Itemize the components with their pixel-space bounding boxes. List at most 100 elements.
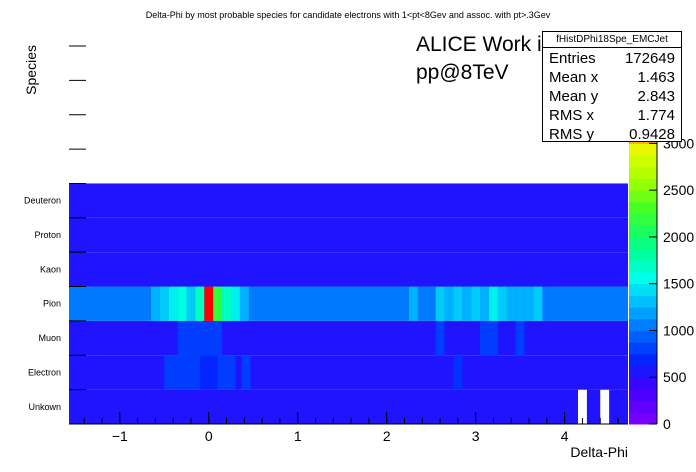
stats-value: 2.843 <box>637 88 675 105</box>
stats-value: 0.9428 <box>629 126 675 143</box>
heatmap-bin <box>190 355 200 390</box>
heatmap-bin <box>506 286 516 321</box>
heatmap-bin <box>177 320 187 356</box>
heatmap-bin <box>150 286 160 321</box>
heatmap-bin <box>239 286 249 321</box>
heatmap-bin <box>489 286 498 321</box>
heatmap-bin <box>204 320 214 356</box>
x-tick-label: 3 <box>472 428 480 444</box>
palette-segment <box>629 236 657 250</box>
palette-segment <box>629 283 657 296</box>
palette-segment <box>629 388 657 402</box>
stats-label: Mean x <box>549 69 599 86</box>
heatmap-bin <box>182 355 191 390</box>
heatmap-bin <box>177 286 187 321</box>
heatmap-row-deuteron <box>69 183 628 218</box>
stats-label: RMS x <box>549 107 594 124</box>
x-tick-label: 2 <box>383 428 391 444</box>
z-tick-label: 2000 <box>663 229 694 245</box>
heatmap-bin <box>186 286 196 321</box>
palette-segment <box>629 248 657 261</box>
heatmap-bin <box>480 320 490 356</box>
stats-box: fHistDPhi18Spe_EMCJet Entries 172649 Mea… <box>542 31 682 145</box>
heatmap-bin <box>164 355 174 390</box>
stats-row-rms-y: RMS y 0.9428 <box>549 126 675 145</box>
y-tick-label: Proton <box>34 230 61 240</box>
palette-segment <box>629 178 657 191</box>
heatmap-bin <box>435 320 445 356</box>
palette-segment <box>629 201 657 215</box>
z-tick-label: 500 <box>663 369 687 385</box>
z-tick-label: 1000 <box>663 322 694 338</box>
heatmap-bin <box>489 320 498 356</box>
palette-segment <box>629 166 657 179</box>
palette-segment <box>629 307 657 320</box>
heatmap-bin <box>577 389 587 424</box>
palette-segment <box>629 155 657 168</box>
heatmap-bin <box>208 355 218 390</box>
heatmap-bin <box>497 286 507 321</box>
stats-row-mean-y: Mean y 2.843 <box>549 88 675 107</box>
heatmap-bin <box>195 320 205 356</box>
heatmap-bin <box>462 286 472 321</box>
y-axis-label: Species <box>23 45 39 95</box>
heatmap-bin <box>159 286 169 321</box>
x-tick-label: −1 <box>112 428 128 444</box>
chart-title: Delta-Phi by most probable species for c… <box>146 10 551 20</box>
stats-row-rms-x: RMS x 1.774 <box>549 107 675 126</box>
y-tick-label: Unkown <box>28 402 61 412</box>
heatmap-bin <box>453 355 463 390</box>
heatmap-row-kaon <box>69 252 628 287</box>
stats-value: 1.774 <box>637 107 675 124</box>
heatmap-bin <box>226 355 236 390</box>
heatmap-bin <box>173 355 183 390</box>
palette-segment <box>629 190 657 203</box>
heatmap-row-electron <box>69 355 628 390</box>
annotation-line-2: pp@8TeV <box>416 61 509 84</box>
heatmap-bin <box>542 286 552 321</box>
palette-segment <box>629 377 657 390</box>
stats-label: Mean y <box>549 88 599 105</box>
x-tick-label: 0 <box>205 428 213 444</box>
heatmap-bin <box>480 286 490 321</box>
palette-segment <box>629 330 657 343</box>
heatmap-bin <box>199 355 209 390</box>
heatmap-bin <box>186 320 196 356</box>
y-tick-label: Kaon <box>40 264 61 274</box>
x-tick-label: 1 <box>294 428 302 444</box>
heatmap-bin <box>222 286 232 321</box>
x-axis-label: Delta-Phi <box>570 444 628 460</box>
y-tick-label: Electron <box>28 367 61 377</box>
heatmap-bin <box>195 286 205 321</box>
heatmap-bin <box>600 389 610 424</box>
heatmap-bin <box>204 286 214 321</box>
z-tick-label: 0 <box>663 416 671 432</box>
palette-segment <box>629 213 657 226</box>
stats-row-mean-x: Mean x 1.463 <box>549 69 675 88</box>
z-tick-label: 1500 <box>663 276 694 292</box>
heatmap-bin <box>444 286 454 321</box>
palette-segment <box>629 272 657 285</box>
heatmap-bin <box>241 355 251 390</box>
stats-value: 172649 <box>624 50 675 67</box>
heatmap-bin <box>435 286 445 321</box>
palette-segment <box>629 353 657 367</box>
stats-value: 1.463 <box>637 69 675 86</box>
heatmap-bin <box>524 286 534 321</box>
x-tick-label: 4 <box>561 428 569 444</box>
heatmap-row-unkown <box>69 389 628 424</box>
heatmap-bin <box>213 286 223 321</box>
palette-segment <box>629 143 657 156</box>
heatmap-bin <box>408 286 418 321</box>
z-tick-label: 2500 <box>663 182 694 198</box>
heatmap-bin <box>217 355 227 390</box>
palette-segment <box>629 400 657 413</box>
palette-segment <box>629 365 657 378</box>
y-tick-label: Muon <box>38 333 61 343</box>
heatmap-bin <box>533 286 543 321</box>
y-tick-label: Deuteron <box>24 196 61 206</box>
palette-segment <box>629 342 657 355</box>
heatmap-bin <box>231 286 240 321</box>
